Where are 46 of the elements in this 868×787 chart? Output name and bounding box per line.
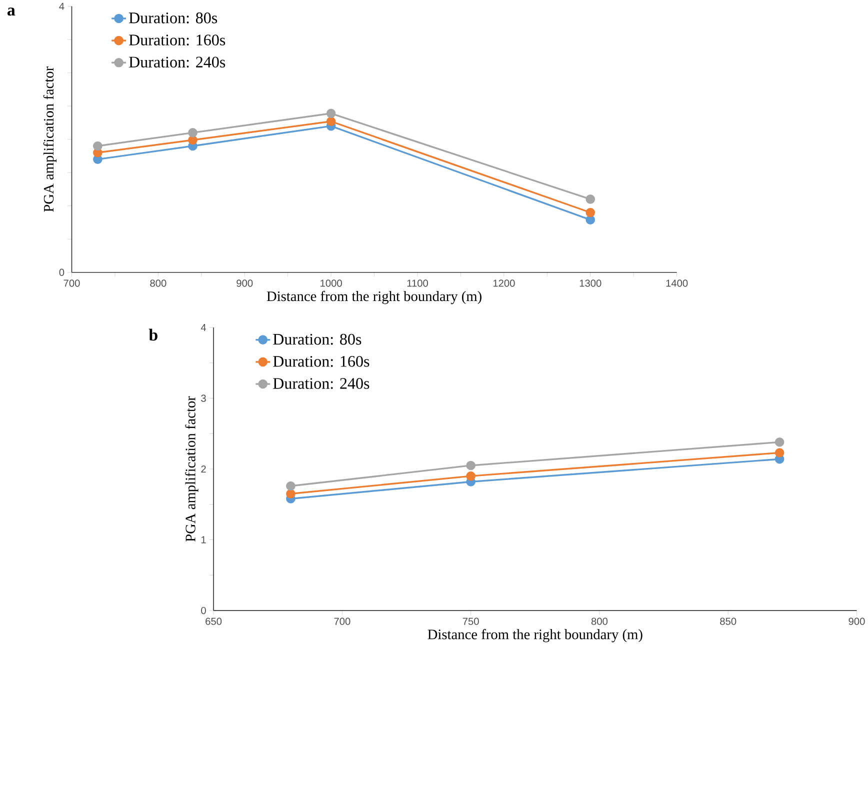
x-tick-label: 1400	[666, 280, 688, 287]
legend-label: Duration: 80s	[273, 334, 362, 345]
y-tick-label: 3	[201, 394, 206, 402]
point	[586, 208, 596, 218]
y-tick-label: 1	[201, 536, 206, 544]
y-tick-label: 4	[59, 2, 64, 10]
point	[326, 116, 336, 126]
legend-label: Duration: 160s	[273, 356, 370, 367]
x-tick-label: 750	[462, 618, 479, 625]
point	[286, 489, 296, 498]
point	[286, 481, 296, 491]
x-tick-label: 700	[334, 618, 350, 625]
x-tick-label: 1300	[580, 280, 602, 287]
legend-label: Duration: 240s	[273, 378, 370, 389]
y-tick-label: 0	[59, 268, 64, 276]
x-tick-label: 700	[64, 280, 80, 287]
x-tick-label: 900	[236, 280, 253, 287]
y-axis-title: PGA amplification factor	[43, 66, 56, 212]
point	[774, 437, 784, 447]
legend-label: Duration: 160s	[129, 34, 226, 46]
legend-label: Duration: 80s	[129, 12, 218, 24]
y-axis-title: PGA amplification factor	[185, 396, 198, 542]
x-tick-label: 800	[591, 618, 608, 625]
legend-label: Duration: 240s	[129, 56, 226, 68]
chart-title: b	[148, 328, 158, 341]
point	[326, 108, 336, 118]
x-tick-label: 1100	[407, 280, 428, 287]
x-axis-title: Distance from the right boundary (m)	[266, 290, 482, 304]
y-tick-label: 4	[200, 324, 206, 331]
x-tick-label: 1000	[320, 280, 342, 287]
point	[466, 471, 476, 481]
y-tick-label: 0	[201, 606, 206, 614]
x-tick-label: 850	[720, 618, 736, 625]
point	[188, 128, 198, 138]
x-tick-label: 1200	[493, 280, 515, 287]
x-tick-label: 900	[848, 618, 865, 625]
point	[774, 448, 784, 458]
x-axis-title: Distance from the right boundary (m)	[428, 628, 642, 642]
x-tick-label: 650	[206, 618, 222, 625]
y-tick-label: 2	[201, 465, 206, 473]
point	[188, 135, 198, 145]
chart-title: a	[7, 8, 16, 16]
x-tick-label: 800	[150, 280, 166, 287]
point	[466, 460, 476, 470]
point	[586, 194, 596, 204]
point	[93, 141, 102, 151]
